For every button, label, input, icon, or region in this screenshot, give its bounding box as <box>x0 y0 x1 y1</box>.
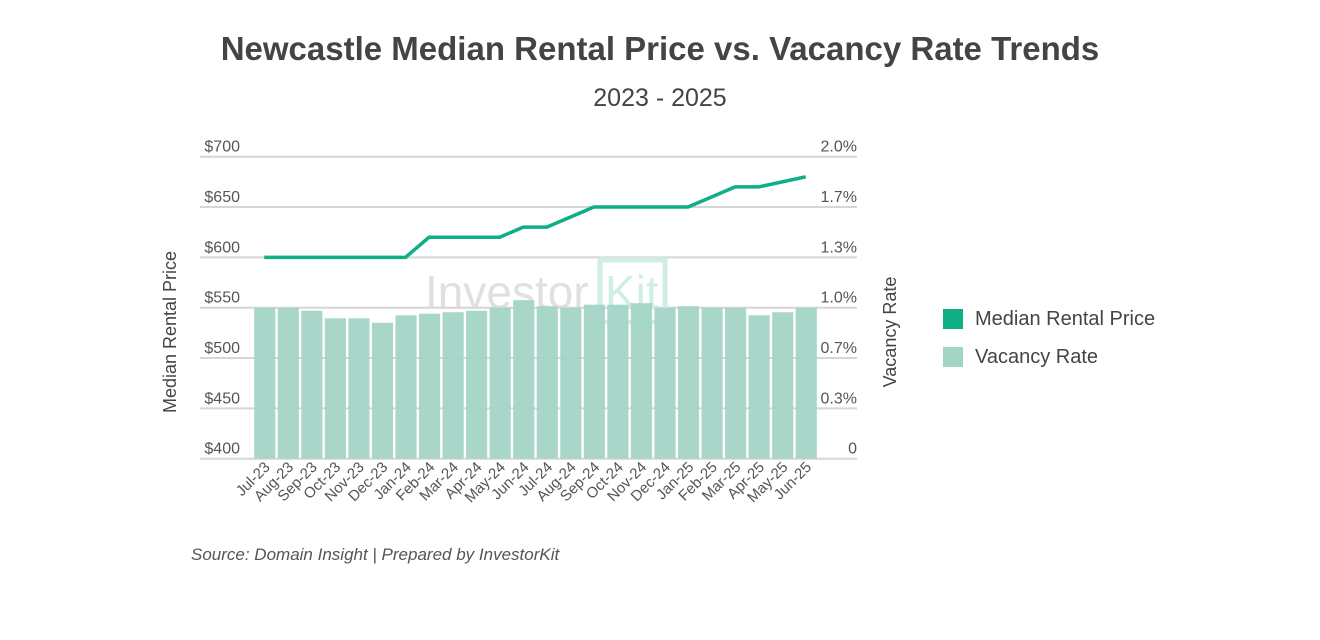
left-axis-title: Median Rental Price <box>160 251 180 413</box>
left-tick-label: $700 <box>204 139 240 156</box>
bar-vacancy-Dec-24 <box>654 307 676 459</box>
bar-vacancy-Dec-23 <box>371 322 394 459</box>
right-tick-label: 2.0% <box>821 139 857 156</box>
legend-label-price: Median Rental Price <box>975 307 1156 330</box>
left-tick-label: $650 <box>204 189 240 206</box>
bar-vacancy-Jan-24 <box>395 315 417 459</box>
left-tick-label: $450 <box>204 390 240 407</box>
left-tick-label: $600 <box>204 239 240 256</box>
bar-vacancy-Sep-23 <box>301 310 323 459</box>
left-tick-label: $500 <box>204 340 240 357</box>
right-tick-label: 0.3% <box>821 390 857 407</box>
left-tick-label: $400 <box>204 441 240 458</box>
chart-subtitle: 2023 - 2025 <box>593 84 727 112</box>
bar-vacancy-Feb-24 <box>418 313 441 459</box>
legend-swatch-price <box>943 309 963 329</box>
bar-vacancy-Mar-24 <box>442 312 464 459</box>
right-axis-title: Vacancy Rate <box>880 277 900 388</box>
legend-swatch-vacancy <box>943 347 963 367</box>
bar-vacancy-May-24 <box>489 307 511 459</box>
right-tick-label: 1.7% <box>821 189 857 206</box>
legend-item-vacancy: Vacancy Rate <box>943 338 1155 376</box>
chart-title: Newcastle Median Rental Price vs. Vacanc… <box>220 30 1100 67</box>
left-tick-label: $550 <box>204 290 240 307</box>
bar-vacancy-Mar-25 <box>725 307 747 459</box>
line-median-rental-price <box>264 175 807 260</box>
legend-label-vacancy: Vacancy Rate <box>975 345 1099 368</box>
bar-vacancy-Jan-25 <box>677 306 700 459</box>
source-note: Source: Domain Insight | Prepared by Inv… <box>191 545 560 564</box>
legend-item-price: Median Rental Price <box>943 300 1155 338</box>
legend: Median Rental Price Vacancy Rate <box>943 300 1155 376</box>
bar-vacancy-Jul-23 <box>254 307 276 459</box>
bar-vacancy-Oct-24 <box>607 304 629 459</box>
bar-vacancy-Sep-24 <box>583 304 605 459</box>
bar-vacancy-Jun-24 <box>513 300 535 459</box>
right-tick-label: 1.0% <box>821 290 857 307</box>
right-tick-label: 0.7% <box>821 340 857 357</box>
bar-vacancy-Jun-25 <box>795 307 817 459</box>
right-tick-label: 1.3% <box>821 239 857 256</box>
bar-vacancy-Oct-23 <box>324 318 346 459</box>
bar-vacancy-Apr-25 <box>748 315 770 459</box>
bar-vacancy-Feb-25 <box>701 307 723 459</box>
bar-vacancy-Nov-23 <box>348 318 370 459</box>
bar-vacancy-Aug-23 <box>277 307 299 459</box>
bar-vacancy-Jul-24 <box>536 306 558 459</box>
bar-vacancy-Apr-24 <box>466 310 488 459</box>
bar-vacancy-May-25 <box>772 312 794 459</box>
right-tick-label: 0 <box>848 441 857 458</box>
bar-vacancy-Nov-24 <box>630 303 653 459</box>
bar-vacancy-Aug-24 <box>560 307 582 459</box>
